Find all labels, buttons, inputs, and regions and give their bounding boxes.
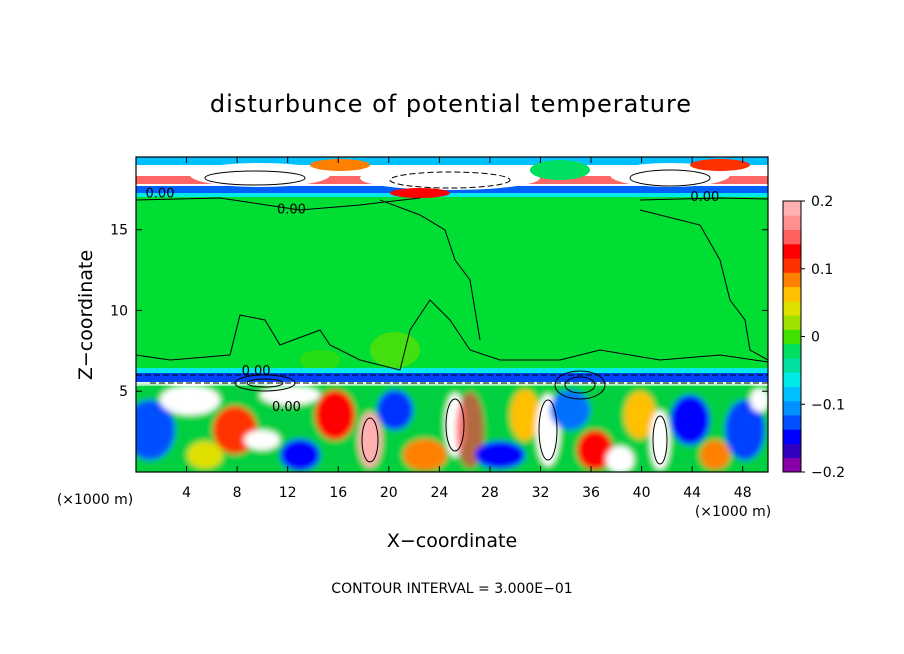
lower-layer bbox=[136, 385, 768, 472]
colorbar-swatch bbox=[783, 457, 801, 473]
y-tick-label: 5 bbox=[119, 384, 128, 400]
x-tick-label: 4 bbox=[182, 485, 191, 501]
plot-frame bbox=[135, 156, 769, 473]
colorbar-swatch bbox=[783, 201, 801, 216]
x-tick-label: 36 bbox=[582, 485, 600, 501]
x-axis: 4 8 12 16 20 24 28 32 36 40 44 48 bbox=[182, 157, 752, 501]
x-tick-label: 44 bbox=[683, 485, 701, 501]
contour-label: 0.00 bbox=[242, 364, 271, 379]
colorbar-swatch bbox=[783, 414, 801, 430]
colorbar-swatch bbox=[783, 272, 801, 288]
y-axis-unit: (×1000 m) bbox=[57, 492, 133, 508]
y-tick-label: 10 bbox=[110, 303, 128, 319]
colorbar-tick-label: −0.1 bbox=[811, 397, 845, 413]
x-tick-label: 20 bbox=[380, 485, 398, 501]
colorbar-swatch bbox=[783, 343, 801, 359]
contour-label: 0.00 bbox=[277, 203, 306, 218]
contour-lines bbox=[136, 169, 768, 465]
x-axis-unit: (×1000 m) bbox=[695, 504, 771, 520]
colorbar-tick-label: 0.1 bbox=[811, 262, 833, 278]
colorbar-swatch bbox=[783, 357, 801, 373]
upper-layer bbox=[136, 157, 768, 198]
colorbar-swatch bbox=[783, 372, 801, 387]
colorbar-tick-label: −0.2 bbox=[811, 465, 845, 481]
x-tick-label: 32 bbox=[532, 485, 550, 501]
colorbar-swatch bbox=[783, 386, 801, 402]
plot-area bbox=[136, 157, 768, 472]
colorbar-swatch bbox=[783, 229, 801, 245]
x-tick-label: 28 bbox=[481, 485, 499, 501]
x-tick-label: 48 bbox=[734, 485, 752, 501]
chart-title: disturbunce of potential temperature bbox=[210, 90, 692, 118]
colorbar-swatch bbox=[783, 286, 801, 302]
x-axis-label: X−coordinate bbox=[387, 530, 517, 552]
contour-label: 0.00 bbox=[146, 187, 175, 202]
colorbar-swatch bbox=[783, 215, 801, 231]
contour-label: 0.00 bbox=[690, 190, 719, 205]
x-tick-label: 8 bbox=[233, 485, 242, 501]
y-tick-label: 15 bbox=[110, 223, 128, 239]
x-tick-label: 40 bbox=[633, 485, 651, 501]
colorbar-tick-label: 0.2 bbox=[811, 194, 833, 210]
colorbar-swatch bbox=[783, 300, 801, 316]
y-axis-label: Z−coordinate bbox=[75, 250, 97, 380]
colorbar-swatch bbox=[783, 315, 801, 330]
x-tick-label: 24 bbox=[430, 485, 448, 501]
contour-label: 0.00 bbox=[272, 400, 301, 415]
colorbar-swatch bbox=[783, 443, 801, 459]
colorbar-tick-label: 0 bbox=[811, 330, 820, 346]
contour-interval-note: CONTOUR INTERVAL = 3.000E−01 bbox=[331, 581, 572, 597]
colorbar-swatch bbox=[783, 429, 801, 444]
y-axis: 5 10 15 bbox=[110, 223, 768, 400]
x-tick-label: 16 bbox=[329, 485, 347, 501]
colorbar-swatch bbox=[783, 258, 801, 273]
colorbar-swatch bbox=[783, 243, 801, 259]
x-tick-label: 12 bbox=[279, 485, 297, 501]
colorbar-swatch bbox=[783, 400, 801, 416]
contour-label-group: 0.00 0.00 0.00 0.00 0.00 bbox=[146, 187, 720, 415]
colorbar: 0.2 0.1 0 −0.1 −0.2 bbox=[782, 194, 845, 481]
colorbar-swatch bbox=[783, 329, 801, 345]
